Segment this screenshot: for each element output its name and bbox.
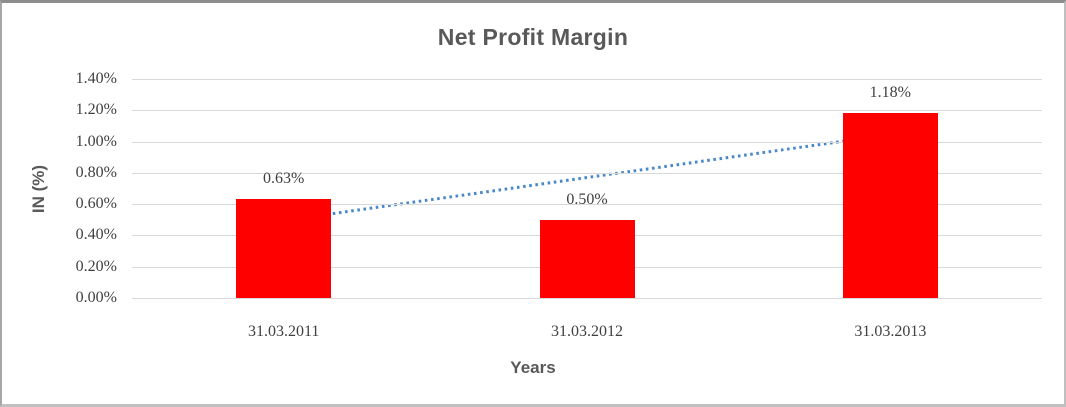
gridline [132, 142, 1042, 143]
y-tick-label: 0.40% [75, 226, 117, 243]
data-label: 0.63% [262, 170, 305, 188]
y-tick-label: 1.40% [75, 70, 117, 87]
category-label: 31.03.2012 [551, 323, 623, 340]
bar-31.03.2013[interactable] [842, 113, 938, 298]
category-label: 31.03.2013 [854, 323, 927, 340]
data-label: 1.18% [869, 84, 911, 102]
gridline [132, 204, 1042, 205]
gridline [132, 110, 1042, 111]
y-tick-label: 1.20% [75, 101, 117, 118]
x-axis-title: Years [510, 358, 556, 377]
y-tick-label: 0.00% [75, 289, 117, 306]
y-tick-label: 1.00% [75, 133, 117, 150]
y-axis-title: IN (%) [29, 164, 48, 214]
gridline [132, 173, 1042, 174]
data-label: 0.50% [566, 190, 608, 208]
category-label: 31.03.2011 [247, 323, 320, 340]
bar-31.03.2012[interactable] [539, 219, 635, 298]
gridline [132, 298, 1042, 299]
y-tick-label: 0.20% [75, 258, 117, 275]
chart-title: Net Profit Margin [437, 24, 629, 50]
gridline [132, 79, 1042, 80]
bar-31.03.2011[interactable] [236, 199, 332, 298]
y-tick-label: 0.60% [75, 195, 117, 212]
y-tick-label: 0.80% [75, 164, 117, 181]
